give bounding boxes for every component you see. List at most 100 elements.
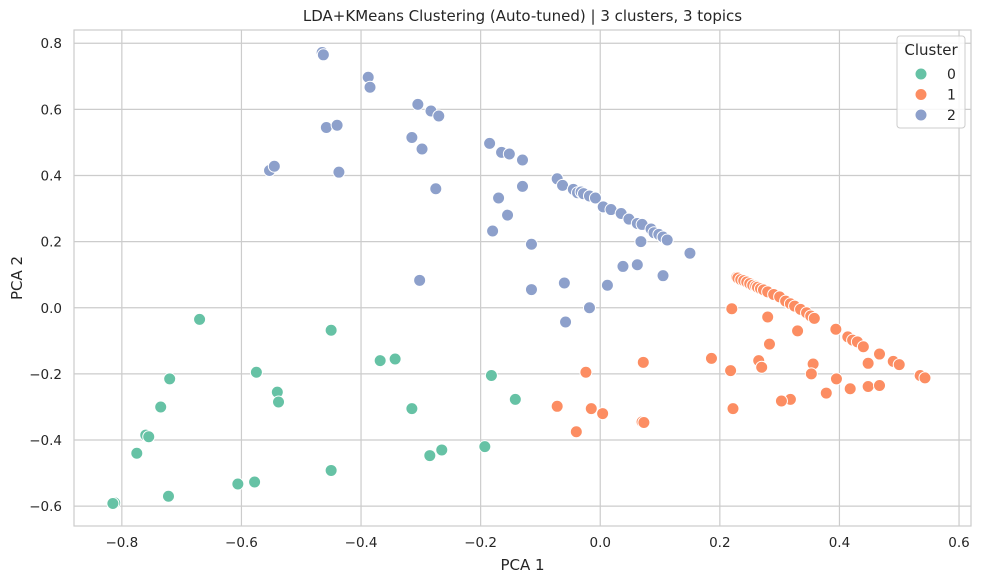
point-cluster-2: [429, 182, 443, 196]
point-cluster-0: [484, 369, 498, 383]
point-cluster-2: [486, 224, 500, 238]
point-cluster-1: [762, 337, 776, 351]
point-cluster-2: [501, 208, 515, 222]
series-0: [106, 312, 522, 511]
point-cluster-2: [363, 80, 377, 94]
point-cluster-0: [478, 440, 492, 454]
point-cluster-1: [829, 372, 843, 386]
point-cluster-2: [432, 109, 446, 123]
point-cluster-0: [435, 443, 449, 457]
point-cluster-0: [130, 446, 144, 460]
point-cluster-2: [557, 276, 571, 290]
series-1: [550, 270, 932, 439]
x-tick-label: −0.4: [345, 535, 378, 551]
x-tick-label: 0.4: [829, 535, 850, 551]
point-cluster-0: [405, 402, 419, 416]
point-cluster-1: [724, 364, 738, 378]
point-cluster-2: [524, 283, 538, 297]
point-cluster-1: [918, 371, 932, 385]
point-cluster-1: [550, 399, 564, 413]
point-cluster-2: [330, 118, 344, 132]
series-2: [263, 45, 697, 329]
point-cluster-1: [761, 310, 775, 324]
legend-label-0: 0: [947, 67, 956, 83]
point-cluster-1: [873, 347, 887, 361]
point-cluster-0: [248, 475, 262, 489]
point-cluster-2: [516, 153, 529, 167]
point-cluster-1: [807, 311, 821, 325]
x-tick-label: −0.2: [464, 535, 497, 551]
point-cluster-1: [856, 340, 870, 354]
point-cluster-1: [584, 402, 598, 416]
point-cluster-1: [704, 351, 718, 365]
legend-marker-0: [914, 67, 928, 81]
x-tick-label: 0.2: [709, 535, 730, 551]
legend-box: [896, 35, 966, 129]
point-cluster-0: [106, 497, 120, 511]
point-cluster-1: [774, 394, 788, 408]
y-axis-label: PCA 2: [8, 256, 26, 300]
tick-labels: −0.8 −0.6 −0.4 −0.2 0.0 0.2 0.4 0.6 −0.6 −0.4 −0.2…: [29, 36, 970, 551]
point-cluster-1: [843, 382, 857, 396]
legend-label-1: 1: [947, 88, 956, 104]
point-cluster-0: [231, 477, 245, 491]
point-cluster-2: [415, 142, 429, 156]
point-cluster-0: [161, 489, 175, 503]
point-cluster-0: [324, 323, 338, 337]
point-cluster-0: [249, 365, 263, 379]
y-tick-label: 0.2: [41, 235, 62, 251]
point-cluster-2: [630, 258, 644, 272]
x-tick-label: −0.6: [225, 535, 258, 551]
point-cluster-2: [634, 235, 648, 249]
point-cluster-2: [267, 159, 281, 173]
point-cluster-2: [411, 97, 425, 111]
point-cluster-1: [873, 378, 887, 392]
point-cluster-2: [656, 269, 670, 283]
legend-title: Cluster: [904, 41, 958, 59]
legend-marker-1: [914, 88, 928, 101]
point-cluster-2: [600, 278, 614, 292]
y-tick-label: 0.4: [41, 168, 62, 184]
point-cluster-1: [819, 386, 833, 400]
point-cluster-0: [163, 372, 177, 386]
point-cluster-2: [316, 48, 330, 62]
point-cluster-0: [508, 392, 522, 406]
point-cluster-1: [636, 355, 650, 369]
chart-title: LDA+KMeans Clustering (Auto-tuned) | 3 c…: [303, 7, 742, 25]
point-cluster-0: [154, 400, 168, 414]
point-cluster-2: [588, 191, 602, 205]
point-cluster-1: [861, 356, 875, 370]
point-cluster-0: [324, 463, 338, 477]
point-cluster-2: [502, 147, 516, 161]
y-tick-label: −0.2: [29, 367, 62, 383]
point-cluster-2: [492, 191, 506, 205]
legend-label-2: 2: [947, 108, 956, 124]
point-cluster-2: [582, 301, 596, 315]
point-cluster-1: [637, 416, 651, 430]
point-cluster-2: [559, 315, 573, 329]
point-cluster-0: [373, 354, 387, 368]
y-tick-label: 0.6: [41, 102, 62, 118]
point-cluster-2: [556, 178, 570, 192]
point-cluster-2: [483, 136, 497, 150]
legend: Cluster 0 1 2: [896, 35, 966, 129]
point-cluster-1: [569, 425, 583, 439]
point-cluster-2: [616, 259, 630, 273]
x-tick-label: 0.6: [948, 535, 969, 551]
point-cluster-1: [579, 365, 593, 379]
point-cluster-2: [524, 237, 538, 251]
y-tick-label: −0.4: [29, 433, 62, 449]
point-cluster-0: [423, 449, 437, 463]
point-cluster-0: [193, 312, 207, 326]
legend-marker-2: [914, 108, 928, 122]
x-axis-label: PCA 1: [500, 556, 544, 574]
point-cluster-1: [892, 358, 906, 372]
point-cluster-1: [596, 407, 610, 421]
grid-lines: [74, 30, 971, 526]
y-tick-label: 0.0: [41, 301, 62, 317]
point-cluster-2: [319, 121, 333, 135]
point-cluster-1: [725, 302, 739, 316]
point-cluster-1: [791, 324, 805, 338]
point-cluster-1: [726, 402, 740, 416]
